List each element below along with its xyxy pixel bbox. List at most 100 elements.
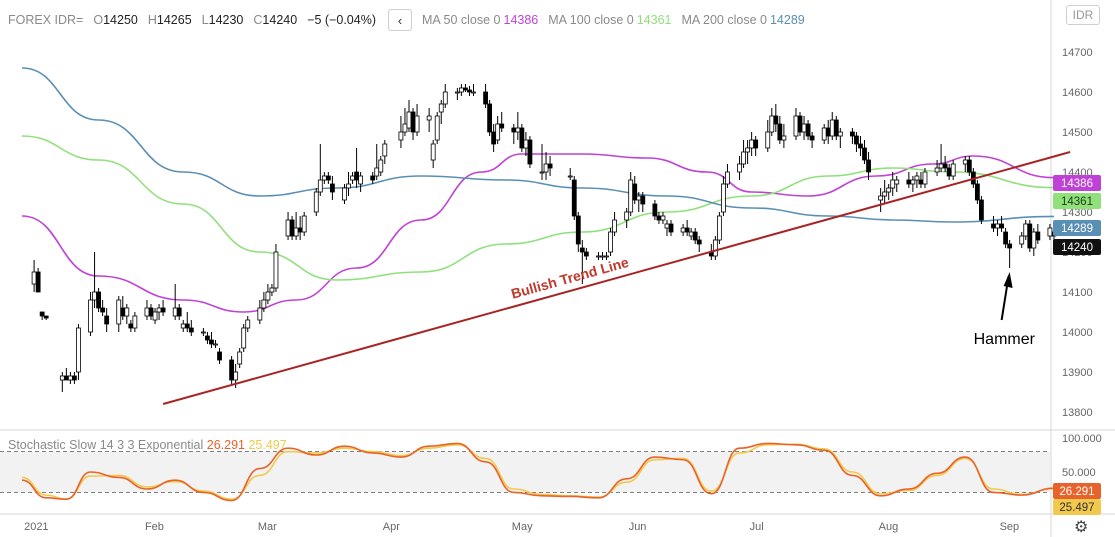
candle	[547, 156, 553, 176]
candle-body	[350, 175, 355, 181]
candle-body	[410, 111, 416, 133]
candle-body	[854, 135, 859, 145]
candle	[583, 248, 589, 260]
candle	[342, 184, 347, 204]
candle	[1027, 220, 1033, 252]
candle-body	[463, 87, 468, 91]
candle	[741, 140, 746, 168]
candle-body	[858, 143, 863, 149]
time-tick-label: Feb	[145, 521, 164, 533]
candle	[579, 240, 585, 284]
candle	[539, 144, 545, 180]
price-tick-label: 13900	[1062, 367, 1093, 379]
candle-body	[1047, 227, 1053, 237]
price-tag-text: 14289	[1061, 223, 1093, 235]
candle-body	[753, 139, 759, 149]
candle	[1035, 224, 1041, 244]
candle-body	[539, 171, 545, 174]
stochastic-band	[0, 451, 1050, 493]
candle	[850, 128, 855, 144]
candle	[979, 196, 984, 224]
candle	[370, 172, 376, 184]
candle-body	[382, 143, 388, 157]
candle-body	[745, 147, 751, 153]
ma200-value: 14289	[769, 13, 805, 27]
stochastic-k-value: 26.291	[206, 438, 245, 452]
candle-body	[922, 171, 928, 185]
candle	[608, 228, 613, 256]
gear-icon[interactable]: ⚙	[1074, 519, 1089, 536]
candle-body	[1019, 235, 1025, 245]
candle	[346, 172, 351, 196]
candle	[862, 140, 867, 164]
candle-body	[152, 311, 158, 321]
collapse-legend-button[interactable]: ‹	[387, 9, 412, 31]
candle-body	[942, 163, 948, 169]
candle-body	[72, 375, 77, 381]
candle-body	[656, 215, 662, 221]
price-tag-text: 14386	[1061, 178, 1093, 190]
candle	[809, 132, 815, 148]
currency-button[interactable]: IDR	[1066, 5, 1100, 25]
candle	[495, 116, 501, 144]
hammer-arrowhead	[1003, 272, 1013, 288]
hammer-label: Hammer	[974, 331, 1036, 348]
candle	[829, 112, 835, 140]
candle	[628, 172, 634, 216]
candle-body	[217, 351, 222, 361]
time-tick-label: Sep	[1000, 521, 1020, 533]
ma100-line	[21, 135, 1054, 281]
candle	[918, 172, 924, 188]
candle-body	[600, 255, 605, 258]
candle	[894, 176, 900, 192]
candle-body	[773, 115, 779, 125]
candle	[777, 116, 783, 144]
candle-body	[261, 299, 267, 309]
candle-body	[289, 219, 295, 237]
candle-body	[241, 327, 247, 349]
candle	[410, 108, 416, 140]
candle-body	[1007, 243, 1013, 249]
candle	[467, 86, 472, 96]
stochastic-label: Stochastic Slow 14 3 3 Exponential	[8, 438, 204, 452]
price-tag-box	[1053, 175, 1101, 191]
candle-body	[495, 123, 501, 141]
candle-body	[640, 195, 646, 205]
candle	[878, 188, 884, 212]
moving-average-lines	[21, 67, 1054, 313]
candle-body	[805, 123, 811, 137]
candle-body	[354, 171, 359, 181]
candle-body	[172, 307, 178, 317]
candle	[325, 172, 331, 184]
candle	[1023, 220, 1029, 240]
candle-body	[737, 163, 742, 173]
price-tag: 14240	[1053, 239, 1101, 255]
high-label: H	[147, 13, 157, 27]
candle	[426, 108, 432, 132]
candle	[156, 304, 162, 320]
candle-body	[696, 239, 702, 245]
candle	[668, 220, 674, 236]
candle-body	[205, 335, 210, 341]
candle	[398, 116, 404, 148]
candle-body	[237, 351, 243, 365]
candle-body	[781, 135, 787, 141]
candle	[737, 156, 742, 180]
candle	[938, 144, 944, 172]
candle	[241, 324, 247, 352]
candle	[261, 292, 267, 312]
candle	[144, 300, 150, 320]
candle	[632, 176, 638, 204]
candle	[128, 320, 134, 332]
candle	[59, 372, 65, 392]
candle	[188, 320, 194, 336]
price-tag-box	[1053, 193, 1101, 209]
ma200-label: MA 200 close 0	[681, 13, 767, 27]
candle-body	[317, 179, 323, 193]
candle-body	[458, 87, 464, 93]
candle-body	[398, 131, 404, 141]
candle	[515, 112, 521, 140]
candle	[624, 208, 630, 228]
candle	[374, 144, 380, 180]
chevron-left-icon: ‹	[397, 12, 403, 28]
